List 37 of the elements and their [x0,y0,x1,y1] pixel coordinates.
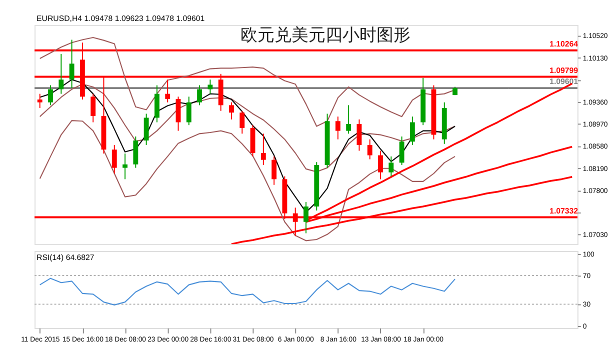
candlestick [229,102,234,120]
candlestick [133,136,138,168]
candlestick [410,116,415,146]
candlestick [122,153,128,180]
line-series [39,120,456,242]
ref-line-label: 1.10264 [550,39,579,48]
candlestick [388,156,394,177]
candlestick [58,53,64,94]
candlestick [399,136,404,166]
candlestick [378,150,383,180]
candlestick [304,201,308,234]
annotation: RSI(14) 64.6827 [36,252,94,262]
candlestick [240,110,245,134]
candlestick [154,84,160,123]
candlestick [272,156,277,186]
candlestick [197,84,202,106]
text: EURUSD,H4 1.09478 1.09623 1.09478 1.09601 [36,14,205,23]
candlestick [69,39,74,89]
candlestick [144,113,149,146]
candlestick [186,96,192,126]
candlestick [112,144,117,174]
candlestick [37,93,42,109]
candlestick [335,116,340,140]
ref-line-label: 1.09799 [550,66,579,75]
candlestick [260,133,266,166]
candlestick [356,118,362,152]
ref-line-label: 1.07332 [550,206,579,216]
candlestick [90,93,96,123]
candlestick [367,138,372,160]
line-series [39,278,456,306]
candlestick [48,84,53,106]
chart-title: 欧元兑美元四小时图形 [240,24,411,45]
ref-line-label: 1.09601 [550,77,579,86]
candlestick [208,79,213,94]
candlestick [176,96,181,132]
line-series [39,84,456,172]
candlestick [346,104,352,134]
